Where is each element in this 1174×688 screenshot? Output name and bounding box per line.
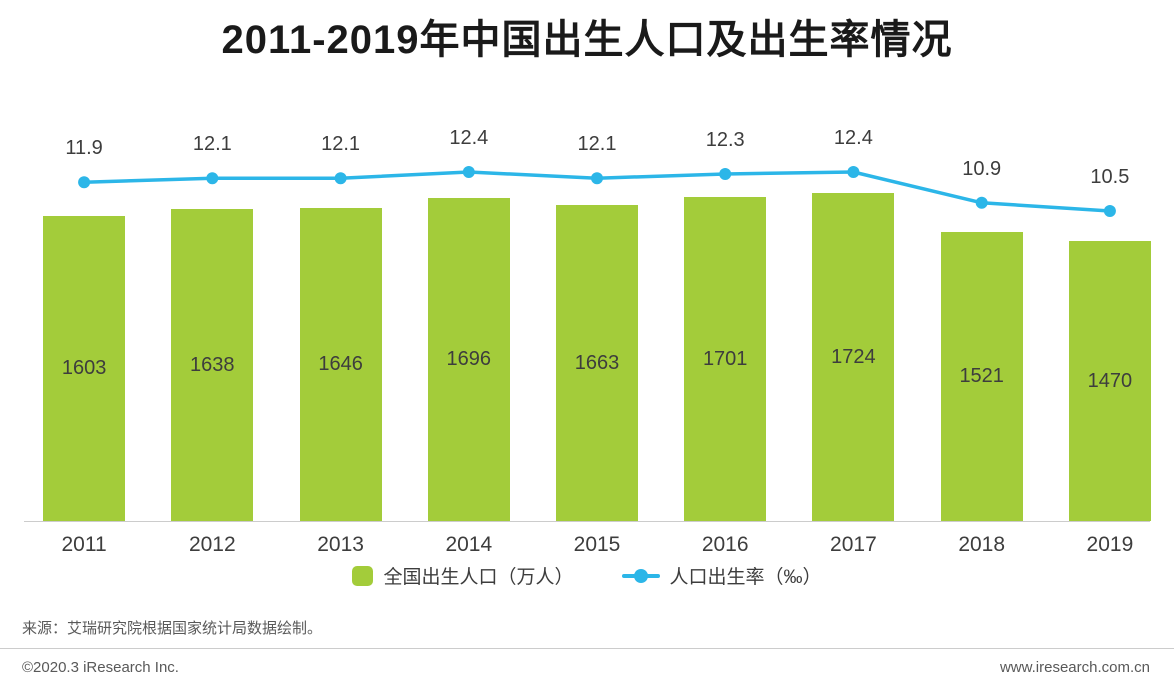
chart-title: 2011-2019年中国出生人口及出生率情况 [221,18,953,62]
rate-point-2015 [591,172,603,185]
bar-value-label-2018: 1521 [959,365,1004,387]
rate-value-label-2013: 12.1 [321,133,361,156]
line-series-label: 人口出生率（‰） [669,567,822,588]
rate-point-2012 [206,172,219,185]
legend: 全国出生人口（万人） 人口出生率（‰） [0,562,1174,589]
bar-value-label-2013: 1646 [318,353,363,375]
x-axis-label-2019: 2019 [1086,533,1134,556]
line-series-swatch-icon [621,568,660,583]
rate-value-label-2011: 11.9 [65,137,103,160]
bar-value-label-2014: 1696 [446,348,492,370]
bar-value-label-2016: 1701 [702,347,748,370]
x-axis-label-2018: 2018 [958,533,1006,556]
website-link[interactable]: www.iresearch.com.cn [999,659,1150,676]
rate-point-2011 [78,176,91,189]
x-axis-label-2011: 2011 [61,533,107,556]
bar-2018: 1521 [940,232,1023,521]
x-axis-label-2015: 2015 [573,533,621,556]
bar-2015: 1663 [556,205,638,521]
rate-value-label-2016: 12.3 [705,129,745,151]
bar-value-label-2012: 1638 [190,353,235,376]
bar-2017: 1724 [812,193,895,521]
bar-series-label: 全国出生人口（万人） [383,567,574,588]
rate-point-2016 [719,168,732,180]
bar-value-label-2015: 1663 [574,351,620,374]
rate-point-2014 [462,166,475,178]
rate-value-label-2017: 12.4 [833,127,873,149]
x-axis-label-2014: 2014 [445,533,493,556]
source-note: 来源：艾瑞研究院根据国家统计局数据绘制。 [22,620,323,637]
bar-2012: 1638 [171,209,254,521]
rate-value-label-2015: 12.1 [577,133,617,156]
legend-item-birth-rate: 人口出生率（‰） [621,562,822,589]
bar-2019: 1470 [1068,241,1151,521]
bar-value-label-2011: 1603 [61,357,107,379]
rate-point-2013 [334,172,347,185]
rate-value-label-2014: 12.4 [449,127,489,149]
rate-point-2018 [975,196,988,209]
footer-divider [0,648,1174,649]
birth-rate-line-chart [78,166,1116,217]
x-axis-line [24,521,1150,522]
bar-value-label-2017: 1724 [831,345,876,368]
rate-value-label-2012: 12.1 [192,133,232,156]
bar-value-label-2019: 1470 [1087,369,1133,392]
rate-point-2019 [1103,205,1116,217]
line-series-dot-icon [633,568,648,583]
x-axis-labels: 2011 2012 2013 2014 2015 2016 2017 2018 2019 [0,533,1174,559]
x-axis-label-2017: 2017 [830,533,877,556]
x-axis-label-2013: 2013 [317,533,364,556]
copyright-text: ©2020.3 iResearch Inc. [22,659,179,676]
bar-2016: 1701 [684,197,767,521]
x-axis-label-2016: 2016 [701,533,749,556]
bar-series-swatch-icon [352,565,374,586]
rate-value-label-2018: 10.9 [962,157,1002,180]
x-axis-label-2012: 2012 [188,533,236,556]
chart-plot-area: 1603 1638 1646 1696 1663 1701 1724 1521 1470 11.9… [20,127,1174,521]
legend-item-birth-population: 全国出生人口（万人） [352,562,574,589]
bar-2013: 1646 [299,208,382,521]
rate-point-2017 [847,166,860,178]
bar-2011: 1603 [43,216,126,521]
rate-value-label-2019: 10.5 [1090,166,1130,188]
bar-2014: 1696 [427,198,510,521]
